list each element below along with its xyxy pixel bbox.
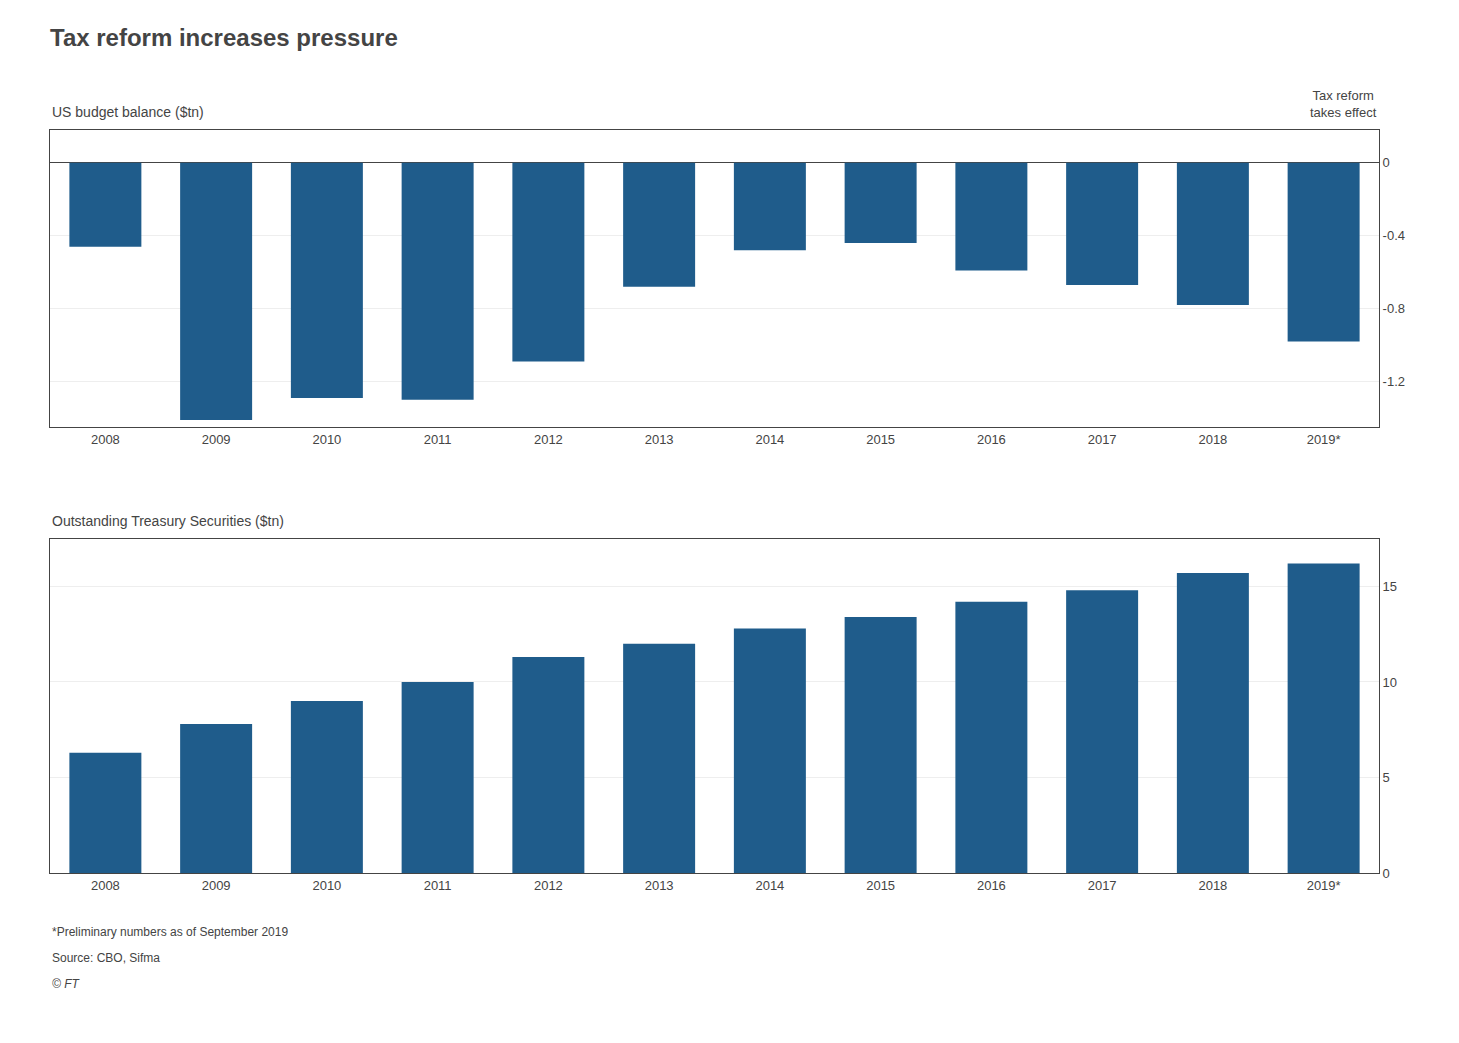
- svg-text:2017: 2017: [1088, 878, 1117, 893]
- svg-text:5: 5: [1383, 770, 1390, 785]
- svg-text:-0.8: -0.8: [1383, 301, 1405, 316]
- svg-text:2019*: 2019*: [1307, 432, 1341, 447]
- svg-text:2010: 2010: [312, 878, 341, 893]
- svg-text:2016: 2016: [977, 878, 1006, 893]
- svg-text:2018: 2018: [1198, 878, 1227, 893]
- svg-text:Source: CBO, Sifma: Source: CBO, Sifma: [52, 951, 160, 965]
- svg-text:2018: 2018: [1198, 432, 1227, 447]
- svg-text:2012: 2012: [534, 878, 563, 893]
- svg-text:2019*: 2019*: [1307, 878, 1341, 893]
- svg-text:2013: 2013: [645, 432, 674, 447]
- svg-text:2015: 2015: [866, 432, 895, 447]
- svg-text:0: 0: [1383, 155, 1390, 170]
- svg-text:2015: 2015: [866, 878, 895, 893]
- svg-text:Outstanding Treasury Securitie: Outstanding Treasury Securities ($tn): [52, 513, 284, 529]
- svg-text:© FT: © FT: [52, 977, 81, 991]
- svg-text:2017: 2017: [1088, 432, 1117, 447]
- svg-text:*Preliminary numbers as of Sep: *Preliminary numbers as of September 201…: [52, 925, 288, 939]
- svg-text:2009: 2009: [202, 878, 231, 893]
- svg-text:2014: 2014: [755, 432, 784, 447]
- svg-text:2009: 2009: [202, 432, 231, 447]
- svg-text:2013: 2013: [645, 878, 674, 893]
- svg-text:2014: 2014: [755, 878, 784, 893]
- svg-text:0: 0: [1383, 866, 1390, 881]
- svg-text:US budget balance ($tn): US budget balance ($tn): [52, 104, 204, 120]
- svg-text:-1.2: -1.2: [1383, 374, 1405, 389]
- svg-text:2016: 2016: [977, 432, 1006, 447]
- svg-text:2011: 2011: [424, 432, 452, 447]
- svg-text:15: 15: [1383, 579, 1397, 594]
- svg-text:2010: 2010: [312, 432, 341, 447]
- svg-text:2012: 2012: [534, 432, 563, 447]
- svg-text:2011: 2011: [424, 878, 452, 893]
- svg-text:Tax reform increases pressure: Tax reform increases pressure: [50, 24, 398, 51]
- svg-text:Tax reformtakes effect: Tax reformtakes effect: [1310, 88, 1377, 120]
- svg-text:2008: 2008: [91, 432, 120, 447]
- svg-text:10: 10: [1383, 674, 1397, 689]
- svg-text:-0.4: -0.4: [1383, 228, 1405, 243]
- svg-text:2008: 2008: [91, 878, 120, 893]
